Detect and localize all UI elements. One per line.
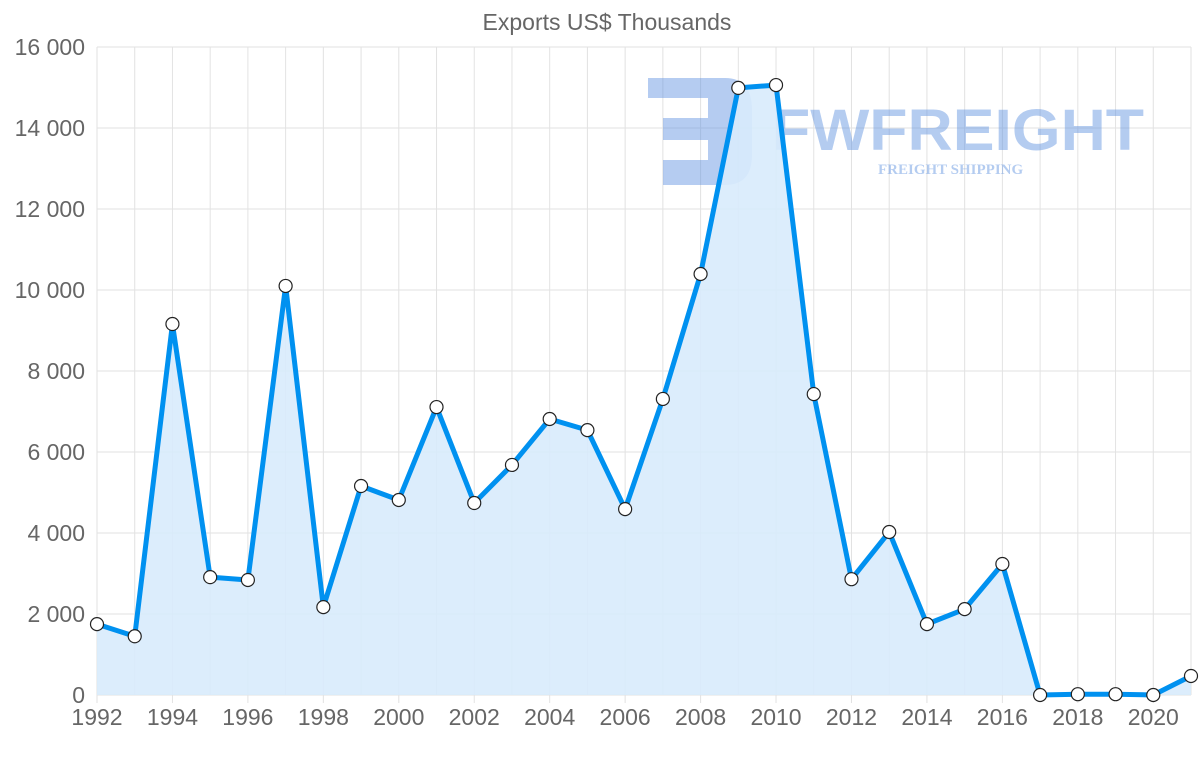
y-tick-label: 14 000: [15, 115, 85, 141]
x-tick-label: 2006: [600, 704, 651, 730]
y-tick-label: 8 000: [27, 358, 85, 384]
data-point: [731, 80, 746, 96]
x-tick-label: 1996: [222, 704, 273, 730]
data-point: [89, 617, 105, 632]
data-point: [1070, 687, 1085, 702]
watermark-brand: FWFREIGHT: [772, 98, 1144, 163]
data-point: [203, 570, 218, 585]
y-tick-label: 12 000: [15, 196, 85, 222]
data-point: [768, 77, 784, 93]
x-tick-label: 2018: [1052, 704, 1103, 730]
data-point: [957, 602, 972, 617]
chart-title: Exports US$ Thousands: [483, 9, 732, 35]
y-tick-label: 4 000: [27, 520, 85, 546]
x-tick-label: 1998: [298, 704, 349, 730]
data-point: [919, 617, 935, 632]
x-tick-label: 1992: [71, 704, 122, 730]
area-fill: [97, 85, 1191, 695]
data-point: [165, 316, 180, 332]
data-point: [429, 399, 444, 415]
data-point: [467, 495, 482, 511]
data-point: [240, 572, 255, 588]
x-tick-label: 2010: [750, 704, 801, 730]
x-axis: 1992 1994 1996 1998 2000 2002 2004 2006 2008 2010…: [71, 704, 1178, 730]
data-point: [882, 524, 897, 540]
data-point: [618, 502, 633, 517]
x-tick-label: 2002: [449, 704, 500, 730]
x-tick-label: 2004: [524, 704, 575, 730]
data-point: [806, 386, 821, 402]
y-tick-label: 10 000: [15, 277, 85, 303]
data-point: [353, 478, 369, 494]
data-point: [1108, 687, 1123, 702]
data-point: [844, 572, 859, 587]
x-tick-label: 2012: [826, 704, 877, 730]
data-point: [504, 457, 520, 473]
data-point: [316, 600, 331, 615]
y-tick-label: 2 000: [27, 601, 85, 627]
y-tick-label: 0: [72, 682, 85, 708]
y-tick-label: 6 000: [27, 439, 85, 465]
x-tick-label: 2016: [977, 704, 1028, 730]
series-line: [96, 82, 1193, 698]
data-point: [995, 556, 1010, 572]
y-tick-label: 16 000: [15, 34, 85, 60]
data-point: [655, 391, 670, 407]
watermark-tagline: FREIGHT SHIPPING: [878, 162, 1023, 178]
x-tick-label: 1994: [147, 704, 198, 730]
x-tick-label: 2008: [675, 704, 726, 730]
data-point: [1033, 687, 1048, 703]
data-point: [391, 492, 406, 508]
data-point: [542, 411, 557, 427]
x-tick-label: 2014: [901, 704, 952, 730]
data-point: [278, 278, 293, 294]
data-point: [127, 629, 142, 644]
x-tick-label: 2020: [1128, 704, 1179, 730]
data-points: [89, 77, 1199, 703]
data-point: [1183, 668, 1199, 684]
data-point: [693, 266, 708, 282]
data-point: [580, 423, 595, 438]
y-axis: 0 2 000 4 000 6 000 8 000 10 000 12 000 14 000 1…: [15, 34, 85, 708]
data-point: [1146, 687, 1161, 703]
x-tick-label: 2000: [373, 704, 424, 730]
